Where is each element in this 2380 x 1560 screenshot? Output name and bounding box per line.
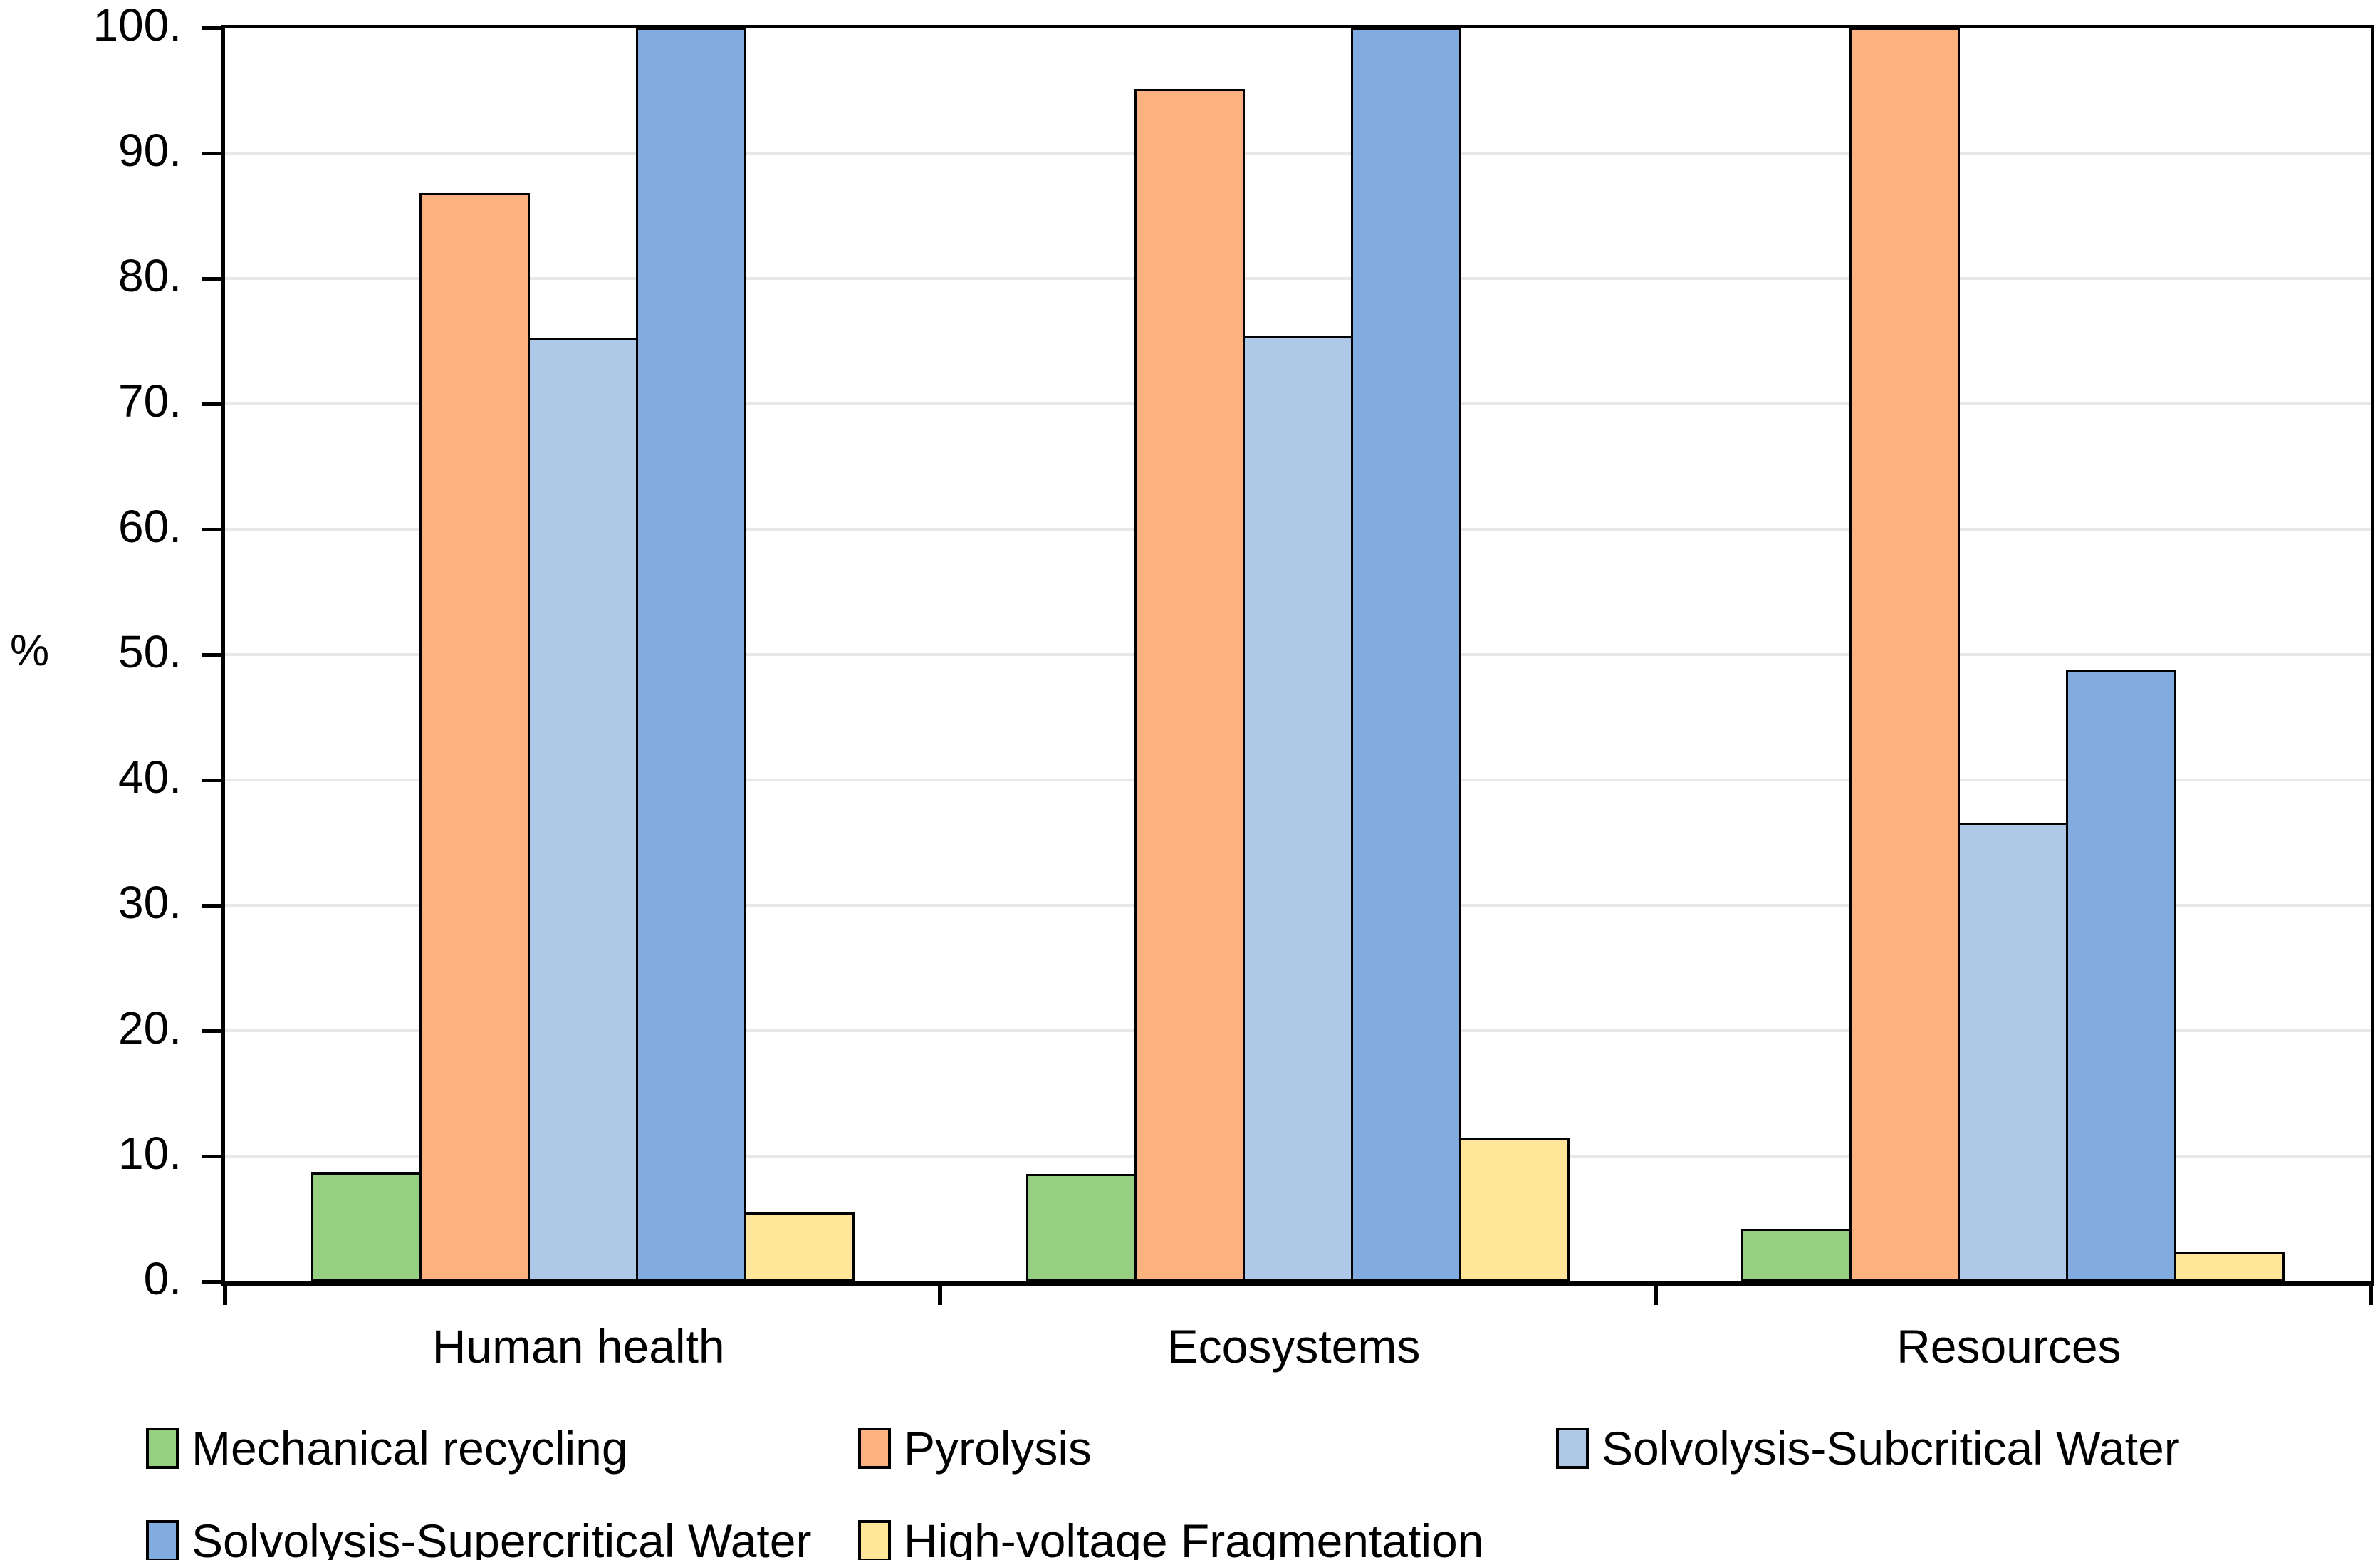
y-axis-tick-label: 10. <box>118 1128 182 1179</box>
bar <box>1958 822 2069 1281</box>
bar <box>1134 89 1245 1281</box>
y-axis-tick <box>202 276 221 281</box>
legend-item: Pyrolysis <box>858 1418 1092 1478</box>
x-axis-tick <box>1653 1286 1658 1305</box>
y-axis-tick <box>202 1154 221 1158</box>
y-axis-tick-label: 40. <box>118 752 182 803</box>
bar <box>1025 1173 1137 1281</box>
bar <box>1458 1137 1570 1281</box>
y-axis-tick <box>202 527 221 531</box>
legend-swatch <box>858 1519 891 1560</box>
legend-label: Mechanical recycling <box>192 1421 628 1475</box>
bar <box>310 1172 422 1281</box>
legend-label: Solvolysis-Subcritical Water <box>1602 1421 2180 1475</box>
bar <box>1849 28 1961 1281</box>
category-group <box>940 28 1655 1281</box>
legend-item: High-voltage Fragmentation <box>858 1510 1483 1560</box>
legend-item: Solvolysis-Supercritical Water <box>146 1510 811 1560</box>
y-axis-tick-label: 70. <box>118 375 182 427</box>
legend-swatch <box>146 1427 179 1469</box>
x-axis-category-labels: Human health Ecosystems Resources <box>221 1314 2366 1378</box>
legend-swatch <box>1556 1427 1589 1469</box>
bar <box>527 338 638 1281</box>
bar <box>419 193 530 1281</box>
y-axis-tick <box>202 402 221 406</box>
category-label: Ecosystems <box>1166 1320 1421 1373</box>
y-axis-tick-label: 60. <box>118 501 182 552</box>
y-axis-tick <box>202 26 221 30</box>
y-axis-tick <box>202 151 221 155</box>
gridline <box>225 277 2371 280</box>
bar <box>1242 336 1353 1281</box>
bar <box>743 1212 855 1281</box>
y-axis-tick-label: 20. <box>118 1002 182 1054</box>
legend-label: High-voltage Fragmentation <box>904 1514 1484 1560</box>
bar <box>2174 1251 2285 1281</box>
y-axis-tick <box>202 903 221 908</box>
bars-layer <box>225 28 2371 1281</box>
y-axis-tick-label: 80. <box>118 250 182 301</box>
bar <box>1350 28 1461 1281</box>
y-axis-tick <box>202 1279 221 1284</box>
y-axis-tick-label: 90. <box>118 125 182 176</box>
plot-area <box>202 25 2374 1305</box>
x-axis-tick <box>938 1286 943 1305</box>
y-axis-labels: 0. 10. 20. 30. 40. 50. 60. 70. 80. 90. 100. <box>0 0 182 1304</box>
y-axis-tick-label: 50. <box>118 626 182 677</box>
y-axis-tick <box>202 1029 221 1033</box>
legend-label: Pyrolysis <box>904 1421 1092 1475</box>
legend-item: Mechanical recycling <box>146 1418 628 1478</box>
gridline <box>225 152 2371 155</box>
legend-item: Solvolysis-Subcritical Water <box>1556 1418 2180 1478</box>
y-axis-tick-label: 0. <box>143 1253 182 1304</box>
bar <box>1741 1229 1852 1281</box>
bar <box>2066 670 2177 1281</box>
legend-label: Solvolysis-Supercritical Water <box>192 1514 812 1560</box>
y-axis-tick-label: 100. <box>93 0 182 51</box>
legend-swatch <box>146 1519 179 1560</box>
category-label: Resources <box>1896 1320 2121 1373</box>
y-axis-tick <box>202 652 221 657</box>
y-axis-tick <box>202 778 221 782</box>
y-axis-title: % <box>10 626 50 675</box>
bar <box>635 28 746 1281</box>
x-axis-tick <box>223 1286 227 1305</box>
category-label: Human health <box>432 1320 725 1373</box>
category-group <box>1656 28 2371 1281</box>
legend-swatch <box>858 1427 891 1469</box>
y-axis-tick-label: 30. <box>118 877 182 928</box>
x-axis-tick <box>2369 1286 2373 1305</box>
category-group <box>225 28 940 1281</box>
